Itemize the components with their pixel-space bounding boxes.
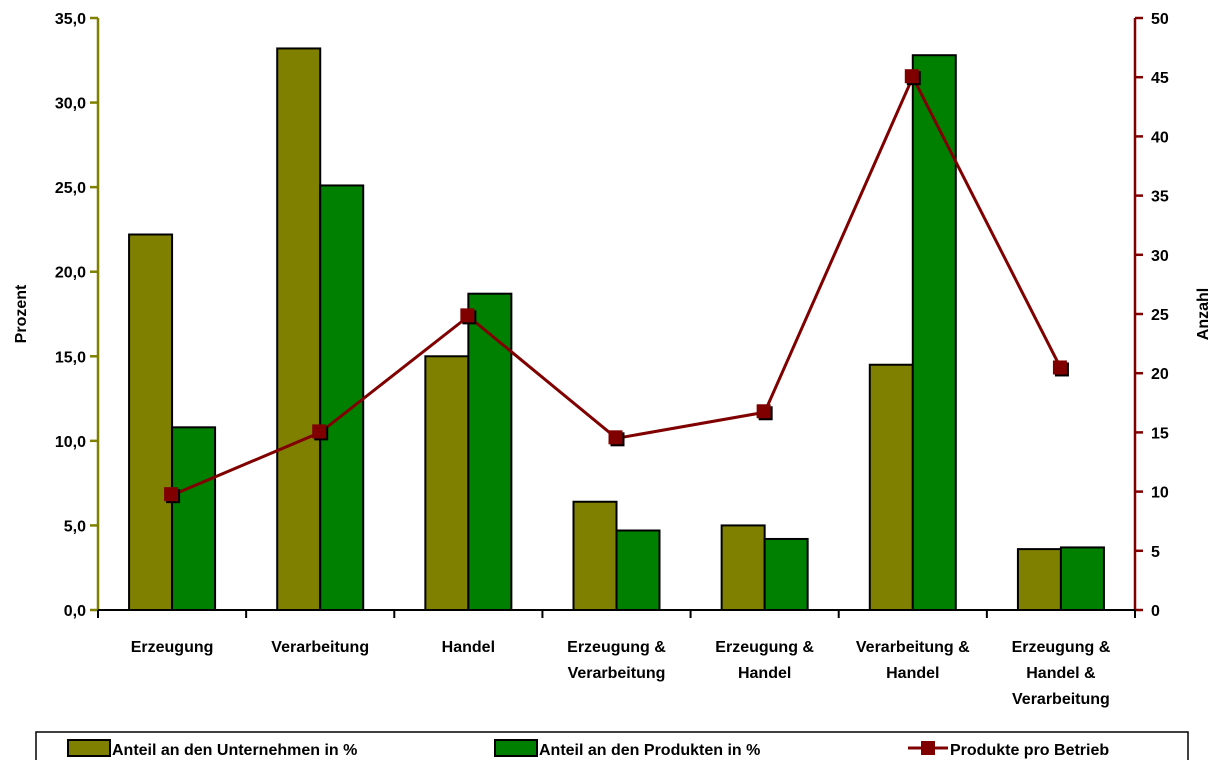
right-tick-label: 45 xyxy=(1151,70,1169,87)
left-tick-label: 25,0 xyxy=(55,180,86,197)
right-tick-label: 30 xyxy=(1151,248,1169,265)
right-tick-label: 35 xyxy=(1151,189,1169,206)
bar-unternehmen-4 xyxy=(572,500,618,611)
left-tick-label: 15,0 xyxy=(55,349,86,366)
right-tick-label: 40 xyxy=(1151,129,1169,146)
x-category-label-line: Erzeugung xyxy=(131,639,214,656)
right-tick-label: 15 xyxy=(1151,425,1169,442)
right-tick-label: 50 xyxy=(1151,11,1169,28)
right-tick-label: 25 xyxy=(1151,307,1169,324)
bar-produkte-2 xyxy=(319,184,365,612)
x-category-label-line: Erzeugung & xyxy=(715,639,814,656)
bar-produkte-7 xyxy=(1059,546,1105,611)
x-category-label-line: Handel xyxy=(442,639,495,656)
x-category-label: Erzeugung xyxy=(131,639,214,656)
x-category-label: Handel xyxy=(442,639,495,656)
x-category-label-line: Verarbeitung xyxy=(568,665,666,682)
legend-swatch-marker xyxy=(921,741,935,755)
x-category-label-line: Verarbeitung xyxy=(271,639,369,656)
marker-produkte-pro-betrieb-3 xyxy=(460,308,475,323)
bar-produkte-3 xyxy=(467,292,513,611)
legend-swatch-2 xyxy=(494,739,538,757)
bar-unternehmen-1 xyxy=(128,233,174,611)
left-tick-label: 10,0 xyxy=(55,434,86,451)
x-category-label: Verarbeitung & Handel xyxy=(856,639,970,682)
right-tick-label: 0 xyxy=(1151,603,1160,620)
x-category-label: Erzeugung & Verarbeitung xyxy=(567,639,666,682)
bar-unternehmen-6 xyxy=(868,363,914,611)
x-category-label-line: Handel xyxy=(738,665,791,682)
x-category-label-line: Verarbeitung & xyxy=(856,639,970,656)
left-tick-label: 0,0 xyxy=(64,603,86,620)
bar-unternehmen-3 xyxy=(424,355,470,611)
left-axis-title: Prozent xyxy=(13,284,30,343)
bar-unternehmen-5 xyxy=(720,524,766,612)
right-tick-label: 5 xyxy=(1151,544,1160,561)
right-tick-label: 20 xyxy=(1151,366,1169,383)
line-series-group xyxy=(164,69,1069,504)
bar-produkte-5 xyxy=(763,537,809,612)
left-tick-label: 30,0 xyxy=(55,96,86,113)
left-tick-label: 5,0 xyxy=(64,518,86,535)
x-category-label: Erzeugung & Handel & Verarbeitung xyxy=(1012,639,1111,708)
x-category-label-line: Erzeugung & xyxy=(567,639,666,656)
x-category-label-line: Handel & xyxy=(1026,665,1096,682)
legend-label-1: Anteil an den Unternehmen in % xyxy=(112,742,357,759)
x-category-label-line: Verarbeitung xyxy=(1012,691,1110,708)
bar-produkte-1 xyxy=(171,426,217,611)
left-tick-label: 20,0 xyxy=(55,265,86,282)
legend-box xyxy=(35,731,1189,760)
bar-unternehmen-2 xyxy=(276,47,322,611)
x-category-label: Erzeugung & Handel xyxy=(715,639,814,682)
right-axis-title: Anzahl xyxy=(1195,288,1212,340)
bars-group xyxy=(128,47,1105,612)
legend-label-2: Anteil an den Produkten in % xyxy=(539,742,760,759)
marker-produkte-pro-betrieb-4 xyxy=(608,430,623,445)
x-category-label: Verarbeitung xyxy=(271,639,369,656)
marker-produkte-pro-betrieb-2 xyxy=(312,424,327,439)
legend: Anteil an den Unternehmen in % Anteil an … xyxy=(35,731,1189,760)
bar-unternehmen-7 xyxy=(1016,548,1062,612)
marker-produkte-pro-betrieb-7 xyxy=(1052,360,1067,375)
right-tick-label: 10 xyxy=(1151,485,1169,502)
legend-label-3: Produkte pro Betrieb xyxy=(950,742,1109,759)
marker-produkte-pro-betrieb-6 xyxy=(904,69,919,84)
x-category-label-line: Erzeugung & xyxy=(1012,639,1111,656)
bar-produkte-4 xyxy=(615,529,661,612)
marker-produkte-pro-betrieb-1 xyxy=(164,487,179,502)
bar-produkte-6 xyxy=(911,54,957,612)
legend-swatch-1 xyxy=(67,739,111,757)
left-tick-label: 35,0 xyxy=(55,11,86,28)
x-category-label-line: Handel xyxy=(886,665,939,682)
marker-produkte-pro-betrieb-5 xyxy=(756,404,771,419)
